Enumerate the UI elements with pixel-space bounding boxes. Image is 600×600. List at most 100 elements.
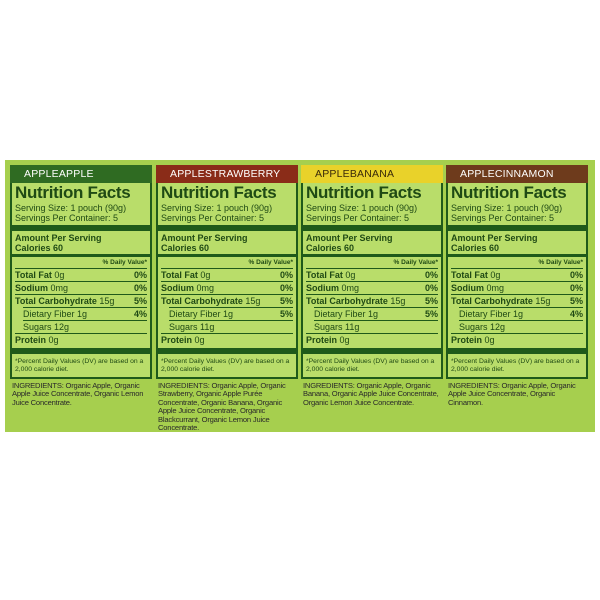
nutrient-row: Total Carbohydrate 15g 5% <box>451 294 583 307</box>
nutrient-name: Total Fat <box>15 270 52 280</box>
serving-size: Serving Size: 1 pouch (90g) <box>161 203 273 213</box>
nutrition-label: Nutrition Facts Serving Size: 1 pouch (90… <box>10 183 152 379</box>
daily-value: 0% <box>424 270 438 280</box>
flavor-header: APPLECINNAMON <box>446 165 588 183</box>
nutrient-name: Total Carbohydrate <box>451 296 533 306</box>
nutrition-label: Nutrition Facts Serving Size: 1 pouch (90… <box>446 183 588 379</box>
nutrition-label: Nutrition Facts Serving Size: 1 pouch (90… <box>301 183 443 379</box>
thick-rule <box>448 225 586 231</box>
nutrient-row: Total Fat 0g 0% <box>451 268 583 281</box>
mid-rule <box>448 254 586 257</box>
nutrient: Protein 0g <box>451 334 495 346</box>
nutrient-amount: 1g <box>513 309 524 319</box>
daily-value: 0% <box>424 283 438 293</box>
nutrient: Sugars 12g <box>459 321 505 333</box>
nutrient-row: Sugars 12g <box>23 320 147 333</box>
nutrient-name: Protein <box>451 335 483 345</box>
nutrient-row: Sugars 11g <box>169 320 293 333</box>
nutrient-amount: 0g <box>48 335 59 345</box>
nutrient-row: Sodium 0mg 0% <box>306 281 438 294</box>
nutrient: Total Carbohydrate 15g <box>161 295 260 307</box>
footnote: *Percent Daily Values (DV) are based on … <box>161 358 290 373</box>
nutrient-amount: 0mg <box>50 283 69 293</box>
nutrient-name: Total Fat <box>306 270 343 280</box>
mid-rule <box>158 254 296 257</box>
thick-rule <box>12 348 150 354</box>
nutrition-label: Nutrition Facts Serving Size: 1 pouch (90… <box>156 183 298 379</box>
thick-rule <box>303 348 441 354</box>
nutrient-row: Sugars 12g <box>459 320 583 333</box>
nutrient: Total Fat 0g <box>451 269 500 281</box>
nutrient-name: Dietary Fiber <box>23 309 75 319</box>
nutrient-name: Sugars <box>314 322 343 332</box>
serving-size: Serving Size: 1 pouch (90g) <box>451 203 563 213</box>
nutrient-amount: 15g <box>390 296 406 306</box>
nutrient-name: Protein <box>161 335 193 345</box>
nutrient-amount: 0mg <box>341 283 360 293</box>
nutrient-row: Dietary Fiber 1g 5% <box>314 307 438 320</box>
dv-header: % Daily Value* <box>248 259 293 266</box>
thick-rule <box>12 225 150 231</box>
nutrient-amount: 0g <box>200 270 211 280</box>
nutrient-name: Dietary Fiber <box>314 309 366 319</box>
calories: Calories 60 <box>15 243 64 253</box>
nutrient: Total Fat 0g <box>161 269 210 281</box>
nutrient-amount: 0g <box>194 335 205 345</box>
nutrient: Total Fat 0g <box>306 269 355 281</box>
label-title: Nutrition Facts <box>306 183 422 202</box>
flavor-header: APPLEAPPLE <box>10 165 152 183</box>
nutrient-name: Sodium <box>451 283 484 293</box>
nutrient: Protein 0g <box>15 334 59 346</box>
nutrient: Total Carbohydrate 15g <box>15 295 114 307</box>
nutrient-name: Total Carbohydrate <box>306 296 388 306</box>
dv-header: % Daily Value* <box>538 259 583 266</box>
nutrient-row: Dietary Fiber 1g 5% <box>169 307 293 320</box>
ingredients: INGREDIENTS: Organic Apple, Organic Appl… <box>448 381 576 407</box>
nutrient-row: Total Fat 0g 0% <box>161 268 293 281</box>
protein-row: Protein 0g <box>15 333 147 346</box>
nutrient-name: Sugars <box>459 322 488 332</box>
nutrient: Total Fat 0g <box>15 269 64 281</box>
flavor-header: APPLEBANANA <box>301 165 443 183</box>
nutrient-name: Sugars <box>169 322 198 332</box>
nutrient-amount: 0g <box>484 335 495 345</box>
nutrient-amount: 0mg <box>486 283 505 293</box>
nutrient-amount: 12g <box>54 322 70 332</box>
thick-rule <box>158 225 296 231</box>
nutrient-name: Total Fat <box>161 270 198 280</box>
daily-value: 4% <box>569 309 583 319</box>
calories: Calories 60 <box>451 243 500 253</box>
panel: APPLESTRAWBERRY Nutrition Facts Serving Si… <box>156 165 298 432</box>
label-title: Nutrition Facts <box>451 183 567 202</box>
nutrient-row: Dietary Fiber 1g 4% <box>23 307 147 320</box>
servings-per-container: Servings Per Container: 5 <box>306 213 410 223</box>
nutrient: Total Carbohydrate 15g <box>306 295 405 307</box>
thick-rule <box>448 348 586 354</box>
daily-value: 5% <box>569 296 583 306</box>
nutrient: Sodium 0mg <box>306 282 359 294</box>
daily-value: 0% <box>133 270 147 280</box>
nutrient-name: Protein <box>306 335 338 345</box>
ingredients: INGREDIENTS: Organic Apple, Organic Bana… <box>303 381 439 407</box>
amount-per-serving: Amount Per Serving <box>306 233 393 243</box>
nutrient-name: Dietary Fiber <box>169 309 221 319</box>
nutrient: Sodium 0mg <box>161 282 214 294</box>
amount-per-serving: Amount Per Serving <box>15 233 102 243</box>
nutrient-name: Dietary Fiber <box>459 309 511 319</box>
nutrient-amount: 11g <box>345 322 360 332</box>
daily-value: 5% <box>133 296 147 306</box>
daily-value: 0% <box>279 270 293 280</box>
nutrient: Sodium 0mg <box>15 282 68 294</box>
nutrient-amount: 1g <box>77 309 88 319</box>
footnote: *Percent Daily Values (DV) are based on … <box>451 358 580 373</box>
amount-per-serving: Amount Per Serving <box>161 233 248 243</box>
nutrient-row: Sugars 11g <box>314 320 438 333</box>
nutrient-amount: 0mg <box>196 283 215 293</box>
calories: Calories 60 <box>161 243 210 253</box>
nutrient-amount: 0g <box>339 335 350 345</box>
nutrient-name: Sodium <box>15 283 48 293</box>
nutrient: Sugars 12g <box>23 321 69 333</box>
calories: Calories 60 <box>306 243 355 253</box>
nutrient-row: Total Fat 0g 0% <box>306 268 438 281</box>
nutrient-name: Protein <box>15 335 47 345</box>
